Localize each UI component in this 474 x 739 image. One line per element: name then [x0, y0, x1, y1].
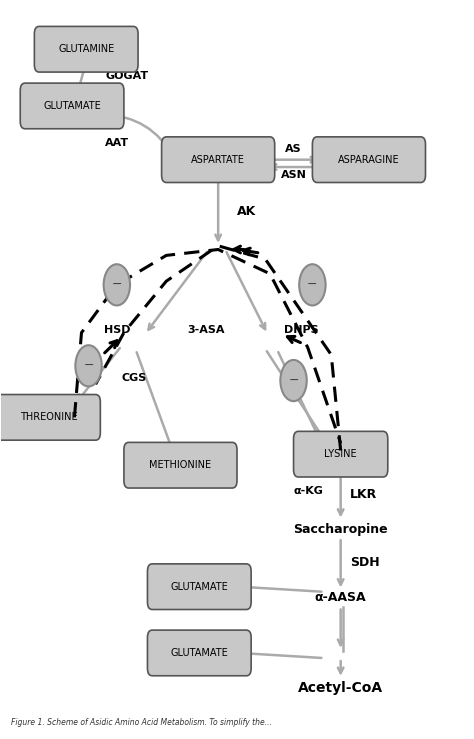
FancyBboxPatch shape: [20, 83, 124, 129]
Text: Figure 1. Scheme of Asidic Amino Acid Metabolism. To simplify the...: Figure 1. Scheme of Asidic Amino Acid Me…: [11, 718, 272, 727]
Text: ASPARTATE: ASPARTATE: [191, 154, 245, 165]
FancyBboxPatch shape: [124, 443, 237, 488]
Text: ASPARAGINE: ASPARAGINE: [338, 154, 400, 165]
FancyBboxPatch shape: [35, 27, 138, 72]
FancyBboxPatch shape: [293, 432, 388, 477]
Text: GLUTAMATE: GLUTAMATE: [171, 582, 228, 592]
FancyBboxPatch shape: [147, 564, 251, 610]
Text: SDH: SDH: [350, 556, 380, 569]
FancyBboxPatch shape: [312, 137, 426, 183]
Text: −: −: [307, 279, 318, 291]
Text: GLUTAMINE: GLUTAMINE: [58, 44, 114, 54]
Text: α-KG: α-KG: [293, 486, 323, 496]
Circle shape: [75, 345, 102, 386]
Text: LKR: LKR: [350, 488, 377, 501]
Text: AK: AK: [237, 205, 256, 218]
Circle shape: [299, 265, 326, 305]
Text: HSD: HSD: [104, 325, 131, 336]
Circle shape: [280, 360, 307, 401]
Text: LYSINE: LYSINE: [324, 449, 357, 459]
Text: α-AASA: α-AASA: [315, 591, 366, 605]
Text: −: −: [111, 279, 122, 291]
Text: Saccharopine: Saccharopine: [293, 523, 388, 537]
Text: −: −: [288, 374, 299, 387]
FancyBboxPatch shape: [0, 395, 100, 440]
Text: 3-ASA: 3-ASA: [188, 325, 225, 336]
Text: GLUTAMATE: GLUTAMATE: [171, 648, 228, 658]
Text: −: −: [83, 359, 94, 372]
Text: THREONINE: THREONINE: [20, 412, 77, 423]
Circle shape: [104, 265, 130, 305]
FancyBboxPatch shape: [162, 137, 275, 183]
Text: CGS: CGS: [121, 373, 147, 384]
Text: AAT: AAT: [105, 138, 129, 149]
FancyBboxPatch shape: [147, 630, 251, 675]
Text: AS: AS: [285, 143, 302, 154]
Text: DHPS: DHPS: [284, 325, 319, 336]
Text: ASN: ASN: [281, 170, 307, 180]
Text: METHIONINE: METHIONINE: [149, 460, 211, 470]
Text: Acetyl-CoA: Acetyl-CoA: [298, 681, 383, 695]
Text: GOGAT: GOGAT: [105, 72, 148, 81]
Text: GLUTAMATE: GLUTAMATE: [43, 101, 101, 111]
